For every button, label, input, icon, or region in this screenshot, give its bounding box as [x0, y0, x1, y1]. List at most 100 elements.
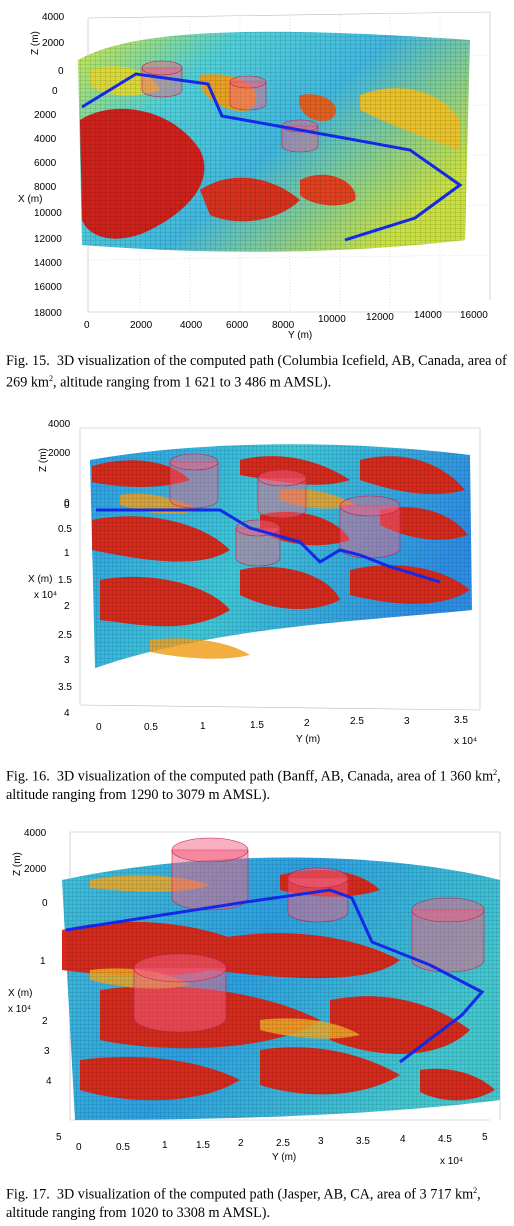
z-tick: 2000 [48, 448, 71, 459]
x-tick: 6000 [34, 158, 57, 169]
y-tick: 2 [238, 1138, 244, 1149]
x-tick: 1.5 [58, 575, 72, 586]
figure-15-x-ticks: 0 2000 4000 6000 8000 10000 12000 14000 … [34, 86, 62, 319]
figure-15-caption: Fig. 15. 3D visualization of the compute… [6, 352, 510, 392]
figure-17-computed-path [65, 888, 485, 1064]
figure-15-z-ticks: 4000 2000 0 [42, 12, 65, 77]
x-tick: 2000 [34, 110, 57, 121]
z-tick: 4000 [42, 12, 65, 23]
figure-17-z-axis-label: Z (m) [12, 852, 23, 876]
caption-text: 3D visualization of the computed path (J… [56, 1186, 474, 1203]
y-tick: 3.5 [454, 715, 468, 726]
caption-prefix: Fig. 17. [6, 1186, 50, 1203]
x-tick: 14000 [34, 258, 62, 269]
z-tick: 4000 [48, 419, 71, 430]
caption-text: 3D visualization of the computed path (C… [6, 353, 507, 391]
caption-suffix: , altitude ranging from 1020 to 3308 m A… [6, 1186, 481, 1221]
x-tick: 2 [64, 601, 70, 612]
x-tick: 4 [64, 708, 70, 719]
y-tick: 4.5 [438, 1134, 452, 1145]
figure-17-obstacle-cylinders [133, 837, 485, 1033]
x-tick: 8000 [34, 182, 57, 193]
y-tick: 1 [162, 1140, 168, 1151]
figure-15-terrain-surface [78, 31, 470, 252]
figure-16: 4000 2000 0 Z (m) 0 0.5 1 1.5 2 2.5 3 3.… [0, 410, 514, 810]
caption-sup: 2 [473, 1186, 478, 1195]
x-tick: 1 [64, 548, 70, 559]
caption-suffix: , altitude ranging from 1 621 to 3 486 m… [52, 374, 332, 391]
caption-sup: 2 [493, 768, 498, 777]
y-tick: 2.5 [350, 716, 364, 727]
x-tick: 0 [64, 498, 70, 509]
y-tick: 0 [76, 1142, 82, 1153]
y-tick: 8000 [272, 320, 295, 331]
figure-17-caption: Fig. 17. 3D visualization of the compute… [6, 1182, 510, 1222]
x-tick: 4000 [34, 134, 57, 145]
y-tick: 1 [200, 721, 206, 732]
figure-16-y-axis-label: Y (m) [296, 734, 320, 745]
z-tick: 0 [58, 66, 64, 77]
x-tick: 18000 [34, 308, 62, 319]
y-tick: 0.5 [116, 1142, 130, 1153]
figure-16-x-axis-label: X (m) [28, 574, 52, 585]
figure-17: 4000 2000 0 Z (m) 1 2 3 4 5 X (m) x 10⁴ … [0, 820, 514, 1226]
x-tick: 5 [56, 1132, 62, 1143]
figure-16-z-ticks: 4000 2000 0 [48, 419, 71, 511]
x-tick: 0 [52, 86, 58, 97]
x-tick: 3.5 [58, 682, 72, 693]
y-tick: 3 [404, 716, 410, 727]
figure-16-y-ticks: 0 0.5 1 1.5 2 2.5 3 3.5 [96, 715, 468, 733]
x-tick: 1 [40, 956, 46, 967]
caption-sup: 2 [48, 374, 53, 383]
figure-16-caption: Fig. 16. 3D visualization of the compute… [6, 764, 510, 804]
x-tick: 12000 [34, 234, 62, 245]
figure-15-plot: 4000 2000 0 Z (m) 0 2000 4000 6000 8000 … [18, 11, 491, 341]
figure-17-y-axis-label: Y (m) [272, 1152, 296, 1163]
caption-prefix: Fig. 16. [6, 768, 50, 785]
figure-16-computed-path [96, 508, 441, 584]
figure-16-obstacle-cylinders [169, 453, 401, 567]
figure-16-terrain-surface [90, 444, 472, 668]
figure-15-y-axis-label: Y (m) [288, 330, 312, 341]
figure-17-x-axis-label: X (m) [8, 988, 32, 999]
figure-16-x-ticks: 0 0.5 1 1.5 2 2.5 3 3.5 4 [58, 498, 72, 719]
figure-15: 4000 2000 0 Z (m) 0 2000 4000 6000 8000 … [0, 0, 514, 410]
caption-text: 3D visualization of the computed path (B… [56, 768, 494, 785]
y-tick: 5 [482, 1132, 488, 1143]
y-tick: 12000 [366, 312, 394, 323]
figure-15-z-axis-label: Z (m) [30, 31, 41, 55]
y-tick: 6000 [226, 320, 249, 331]
x-tick: 2.5 [58, 630, 72, 641]
x-tick: 2 [42, 1016, 48, 1027]
z-tick: 0 [64, 500, 70, 511]
figure-16-y-multiplier: x 10⁴ [454, 736, 477, 747]
y-tick: 0 [84, 320, 90, 331]
y-tick: 3 [318, 1136, 324, 1147]
y-tick: 3.5 [356, 1136, 370, 1147]
y-tick: 14000 [414, 310, 442, 321]
y-tick: 1.5 [250, 720, 264, 731]
x-tick: 16000 [34, 282, 62, 293]
caption-suffix: , altitude ranging from 1290 to 3079 m A… [6, 768, 501, 803]
y-tick: 1.5 [196, 1140, 210, 1151]
y-tick: 2000 [130, 320, 153, 331]
figure-15-computed-path [81, 72, 463, 242]
x-tick: 3 [44, 1046, 50, 1057]
z-tick: 2000 [24, 864, 47, 875]
y-tick: 4000 [180, 320, 203, 331]
caption-prefix: Fig. 15. [6, 353, 50, 369]
figure-15-y-ticks: 0 2000 4000 6000 8000 10000 12000 14000 … [84, 310, 488, 331]
y-tick: 10000 [318, 314, 346, 325]
figure-16-z-axis-label: Z (m) [38, 448, 49, 472]
z-tick: 0 [42, 898, 48, 909]
figure-16-plot: 4000 2000 0 Z (m) 0 0.5 1 1.5 2 2.5 3 3.… [28, 419, 481, 747]
x-tick: 10000 [34, 208, 62, 219]
y-tick: 0.5 [144, 722, 158, 733]
figure-17-z-ticks: 4000 2000 0 [24, 828, 48, 909]
figure-16-x-multiplier: x 10⁴ [34, 590, 57, 601]
y-tick: 16000 [460, 310, 488, 321]
figure-16-axes-box [79, 427, 481, 711]
figure-15-x-axis-label: X (m) [18, 194, 42, 205]
x-tick: 3 [64, 655, 70, 666]
figure-17-y-multiplier: x 10⁴ [440, 1156, 463, 1167]
